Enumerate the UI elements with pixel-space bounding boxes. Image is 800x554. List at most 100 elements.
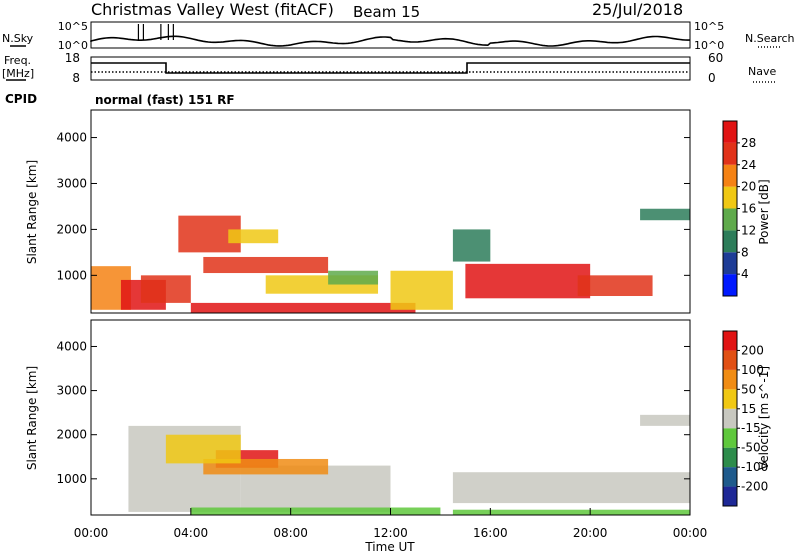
power-ytick-label-2: 3000: [56, 176, 87, 190]
velocity-cbar-swatch-1: [723, 467, 737, 487]
power-cbar-swatch-4: [723, 186, 737, 209]
noise-tick-left-bottom: 10^0: [58, 39, 88, 52]
power-cbar-swatch-1: [723, 252, 737, 275]
freq-label-2: [MHz]: [2, 67, 34, 80]
time-tick-label-2: 08:00: [273, 526, 308, 540]
time-tick-label-4: 16:00: [473, 526, 508, 540]
velocity-cbar-tick-label-7: 200: [741, 343, 764, 357]
power-region-5: [228, 229, 279, 244]
velocity-ytick-label-1: 2000: [56, 428, 87, 442]
power-region-8: [190, 302, 416, 313]
power-cbar-tick-label-1: 8: [741, 245, 749, 259]
nsearch-label: N.Search: [745, 32, 795, 45]
velocity-cbar-swatch-0: [723, 486, 737, 506]
velocity-ytick-label-2: 3000: [56, 384, 87, 398]
power-region-12: [452, 229, 491, 262]
velocity-cbar-swatch-8: [723, 331, 737, 351]
power-region-7: [328, 270, 379, 285]
velocity-cbar-tick-label-0: -200: [741, 480, 768, 494]
time-xlabel: Time UT: [364, 540, 415, 554]
power-panel: 1000 2000 3000 4000 Slant Range [km] 4 8 12 16…: [25, 109, 771, 314]
power-ytick-label-1: 2000: [56, 222, 87, 236]
velocity-cbar-tick-label-6: 100: [741, 363, 764, 377]
velocity-region-7: [452, 509, 690, 515]
time-tick-label-1: 04:00: [174, 526, 209, 540]
freq-tick-right-top: 60: [708, 51, 723, 65]
noise-tick-left-top: 10^5: [58, 20, 88, 33]
power-region-2: [140, 275, 191, 303]
velocity-ytick-label-3: 4000: [56, 339, 87, 353]
noise-tick-right-bottom: 10^0: [694, 39, 724, 52]
velocity-panel: 1000 2000 3000 4000 00:00 04:00 08:00 12:00 16:…: [25, 319, 771, 554]
freq-tick-left-top: 18: [65, 51, 80, 65]
power-cbar-tick-label-4: 20: [741, 180, 756, 194]
power-cbar-swatch-7: [723, 121, 737, 143]
nave-label: Nave: [748, 65, 776, 78]
freq-line: [91, 62, 690, 74]
freq-tick-right-bottom: 0: [708, 71, 716, 85]
cpid-label: CPID: [5, 92, 37, 106]
velocity-cbar-label: Velocity [m s^-1]: [757, 366, 771, 470]
power-region-13: [640, 208, 690, 221]
velocity-data-layer: [128, 414, 690, 515]
velocity-cbar-swatch-5: [723, 389, 737, 409]
power-cbar-tick-label-6: 28: [741, 136, 756, 150]
power-cbar-tick-label-3: 16: [741, 202, 756, 216]
velocity-cbar-frame: [722, 330, 738, 507]
velocity-cbar-tick-label-2: -50: [741, 441, 761, 455]
power-cbar-swatch-3: [723, 208, 737, 231]
velocity-cbar-swatch-7: [723, 350, 737, 370]
power-data-layer: [91, 208, 690, 313]
power-ytick-label-3: 4000: [56, 131, 87, 145]
nsky-label: N.Sky: [2, 32, 34, 45]
date-title: 25/Jul/2018: [592, 0, 683, 19]
velocity-region-6: [452, 472, 690, 504]
power-ylabel: Slant Range [km]: [25, 160, 39, 264]
velocity-region-4: [165, 434, 241, 464]
velocity-colorbar: -200 -100 -50 -15 15 50 100 200: [722, 330, 768, 507]
power-region-10: [465, 263, 591, 299]
freq-tick-left-bottom: 8: [72, 71, 80, 85]
freq-label-1: Freq.: [4, 54, 31, 67]
power-region-11: [577, 275, 653, 297]
velocity-ylabel: Slant Range [km]: [25, 366, 39, 470]
velocity-cbar-tick-label-3: -15: [741, 421, 761, 435]
velocity-y-axis: 1000 2000 3000 4000: [56, 339, 690, 486]
station-title: Christmas Valley West (fitACF): [91, 0, 334, 19]
time-tick-label-3: 12:00: [373, 526, 408, 540]
time-tick-label-5: 20:00: [573, 526, 608, 540]
velocity-region-8: [640, 414, 690, 426]
cpid-value: normal (fast) 151 RF: [95, 93, 235, 107]
power-cbar-tick-label-2: 12: [741, 223, 756, 237]
noise-tick-right-top: 10^5: [694, 20, 724, 33]
power-cbar-tick-label-0: 4: [741, 267, 749, 281]
power-cbar-tick-label-5: 24: [741, 158, 756, 172]
velocity-cbar-tick-label-4: 15: [741, 402, 756, 416]
noise-trace: [90, 24, 690, 47]
beam-title: Beam 15: [353, 3, 420, 21]
velocity-cbar-swatch-4: [723, 408, 737, 429]
power-cbar-swatch-5: [723, 164, 737, 187]
noise-panel: 10^5 10^0 10^5 10^0 N.Sky N.Search: [2, 20, 795, 52]
power-region-4: [203, 256, 329, 274]
velocity-region-5: [190, 507, 441, 515]
power-region-9: [390, 270, 453, 310]
power-cbar-swatch-6: [723, 142, 737, 165]
power-cbar-label: Power [dB]: [757, 179, 771, 244]
velocity-cbar-swatch-3: [723, 428, 737, 448]
power-ytick-label-0: 1000: [56, 268, 87, 282]
power-colorbar: 4 8 12 16 20 24 28: [722, 120, 756, 297]
velocity-cbar-swatch-2: [723, 447, 737, 468]
velocity-ytick-label-0: 1000: [56, 472, 87, 486]
power-cbar-swatch-2: [723, 230, 737, 253]
time-x-axis: 00:00 04:00 08:00 12:00 16:00 20:00 00:00: [74, 508, 708, 540]
time-tick-label-0: 00:00: [74, 526, 109, 540]
velocity-cbar-tick-label-1: -100: [741, 460, 768, 474]
velocity-cbar-tick-label-5: 50: [741, 382, 756, 396]
freq-panel: 18 8 60 0 Freq. [MHz] Nave: [2, 51, 776, 85]
velocity-cbar-swatch-6: [723, 369, 737, 390]
power-cbar-swatch-0: [723, 274, 737, 296]
noise-line: [90, 35, 690, 47]
time-tick-label-6: 00:00: [673, 526, 708, 540]
